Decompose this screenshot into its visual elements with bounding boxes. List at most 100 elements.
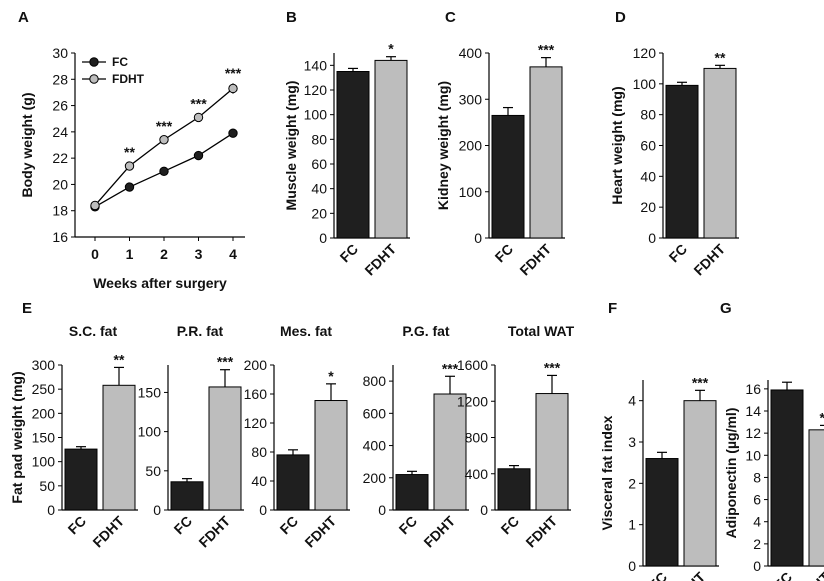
bar-fc	[770, 389, 804, 567]
data-point-fdht	[90, 200, 100, 211]
y-tick-label: 100	[32, 454, 56, 470]
y-tick-label: 12	[745, 425, 761, 441]
significance-marker: ***	[692, 374, 709, 390]
y-tick-label: 80	[251, 444, 267, 460]
y-tick-label: 3	[628, 434, 636, 450]
bar-fdht	[808, 429, 824, 567]
data-point-fc	[159, 166, 169, 176]
category-label-fc: FC	[771, 569, 796, 581]
y-tick-label: 300	[459, 91, 483, 107]
y-tick-label: 80	[640, 107, 656, 123]
x-tick-label: 4	[229, 246, 237, 262]
bar-fc	[336, 71, 370, 239]
y-tick-label: 0	[480, 502, 488, 518]
category-label-fdht: FDHT	[301, 512, 339, 550]
legend-marker-fc	[89, 57, 99, 67]
bar-chart-mes-fat: 0 40 80 120 160 200 FC * FDHT Mes. fat	[244, 323, 350, 551]
y-tick-label: 22	[52, 150, 68, 166]
y-tick-label: 160	[244, 386, 268, 402]
y-tick-label: 10	[745, 447, 761, 463]
category-label-fc: FC	[666, 241, 691, 266]
y-tick-label: 28	[52, 71, 68, 87]
bar-fdht	[102, 384, 136, 511]
panel-subtitle: P.G. fat	[402, 323, 450, 339]
y-tick-label: 200	[363, 470, 387, 486]
y-axis-title: Fat pad weight (mg)	[9, 371, 25, 503]
bar-fc	[64, 448, 98, 511]
y-tick-label: 200	[459, 138, 483, 154]
panel-label-b: B	[286, 9, 297, 26]
panel-subtitle: S.C. fat	[69, 323, 118, 339]
panel-subtitle: Mes. fat	[280, 323, 332, 339]
data-point-fdht	[193, 112, 204, 123]
y-tick-label: 0	[319, 230, 327, 246]
significance-marker: ***	[217, 354, 234, 370]
y-tick-label: 400	[459, 45, 483, 61]
data-point-fdht	[228, 83, 238, 94]
y-tick-label: 300	[32, 357, 56, 373]
y-tick-label: 50	[39, 478, 55, 494]
y-tick-label: 120	[304, 82, 328, 98]
significance-marker: **	[715, 49, 726, 65]
legend-label-fdht: FDHT	[112, 72, 145, 86]
significance-marker: *	[328, 368, 334, 384]
bar-chart-muscle: 0 20 40 60 80 100 120 140 FC * FDHT Muscle weight (…	[283, 9, 410, 279]
x-axis-title: Weeks after surgery	[93, 275, 227, 291]
y-axis-title: Kidney weight (mg)	[435, 81, 451, 210]
category-label-fc: FC	[171, 513, 196, 538]
x-tick-label: 0	[91, 246, 99, 262]
category-label-fc: FC	[65, 513, 90, 538]
category-label-fc: FC	[498, 513, 523, 538]
y-tick-label: 16	[52, 229, 68, 245]
y-tick-label: 0	[378, 502, 386, 518]
y-tick-label: 100	[633, 76, 657, 92]
y-tick-label: 8	[753, 469, 761, 485]
category-label-fdht: FDHT	[522, 512, 560, 550]
y-tick-label: 18	[52, 203, 68, 219]
y-tick-label: 600	[363, 405, 387, 421]
bar-chart-heart: 0 20 40 60 80 100 120 FC ** FDHT Heart weight (mg)…	[609, 9, 739, 279]
bar-chart-s-c-fat: 0 50 100 150 200 250 300 FC ** FDHT Fat pad weight…	[9, 300, 138, 551]
data-point-fc	[193, 150, 204, 161]
bar-fc	[645, 458, 679, 567]
y-tick-label: 14	[745, 403, 761, 419]
category-label-fdht: FDHT	[670, 568, 708, 581]
panel-label-g: G	[720, 300, 732, 317]
y-tick-label: 400	[363, 438, 387, 454]
y-tick-label: 30	[52, 45, 68, 61]
category-label-fc: FC	[646, 569, 671, 581]
y-tick-label: 0	[153, 502, 161, 518]
significance-marker: ***	[442, 360, 459, 376]
bar-fdht	[433, 393, 467, 511]
significance-marker: ***	[190, 95, 207, 111]
category-label-fdht: FDHT	[690, 240, 728, 278]
y-tick-label: 20	[52, 176, 68, 192]
y-tick-label: 50	[145, 463, 161, 479]
y-tick-label: 4	[628, 393, 636, 409]
panel-label-a: A	[18, 9, 29, 26]
y-tick-label: 0	[259, 502, 267, 518]
significance-marker: ***	[156, 118, 173, 134]
legend-label-fc: FC	[112, 55, 128, 69]
y-tick-label: 400	[465, 466, 489, 482]
bar-fc	[170, 481, 204, 511]
x-tick-label: 3	[195, 246, 203, 262]
category-label-fc: FC	[337, 241, 362, 266]
significance-marker: ***	[538, 42, 555, 58]
category-label-fdht: FDHT	[89, 512, 127, 550]
y-tick-label: 26	[52, 98, 68, 114]
panel-subtitle: Total WAT	[508, 323, 575, 339]
bar-fdht	[208, 386, 242, 511]
bar-fc	[497, 468, 531, 511]
panel-label-d: D	[615, 9, 626, 26]
category-label-fdht: FDHT	[795, 568, 824, 581]
significance-marker: **	[114, 351, 125, 367]
category-label-fc: FC	[396, 513, 421, 538]
panel-label-e: E	[22, 300, 32, 317]
y-tick-label: 1	[628, 517, 636, 533]
y-tick-label: 40	[311, 181, 327, 197]
y-tick-label: 20	[311, 205, 327, 221]
bar-fc	[665, 84, 699, 239]
y-tick-label: 800	[363, 373, 387, 389]
